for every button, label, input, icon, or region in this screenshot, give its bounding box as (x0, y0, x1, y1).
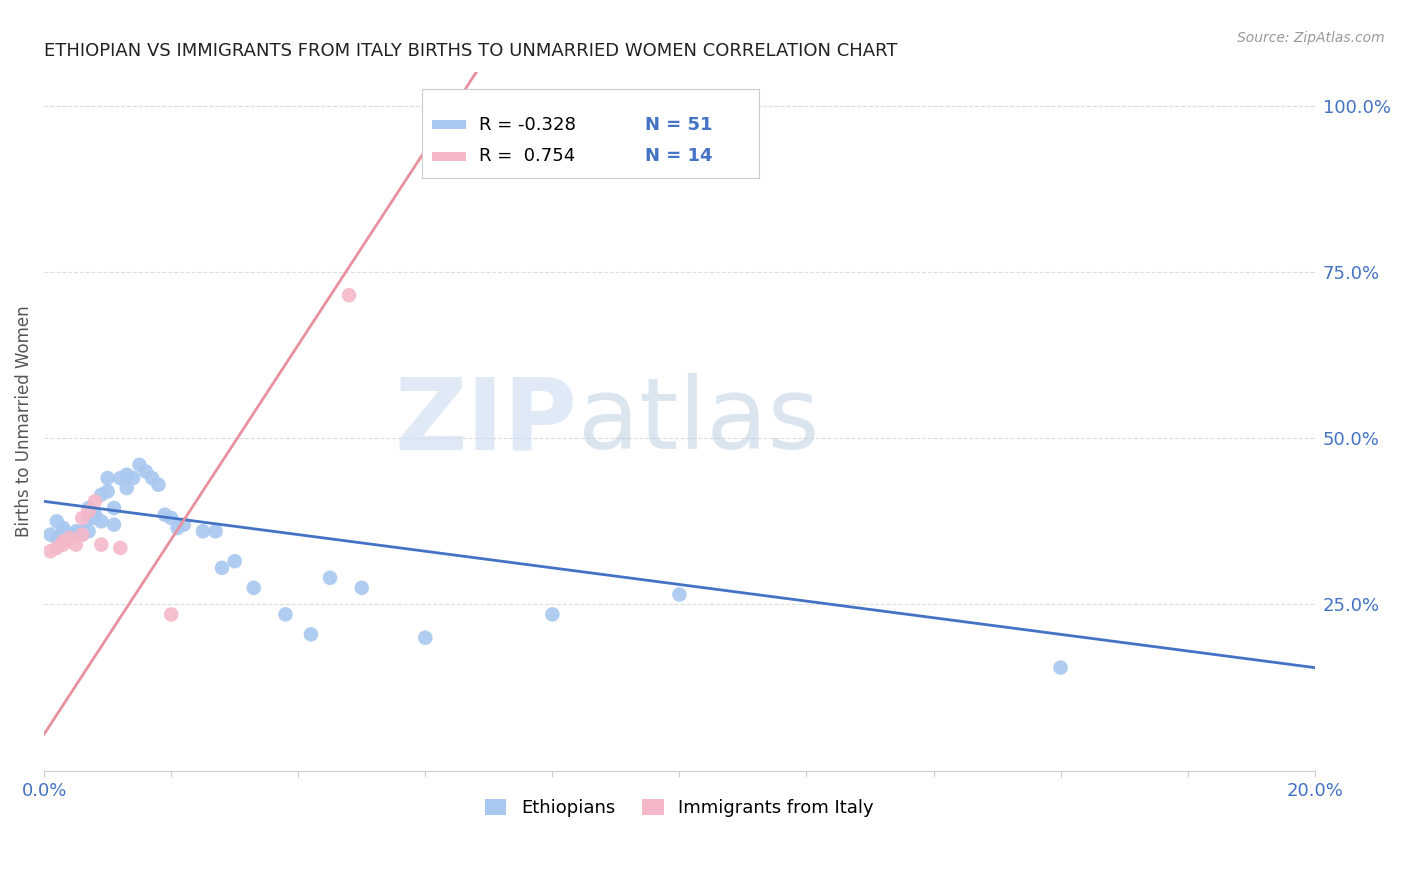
Point (122, 471, 145, 485)
Point (115, 481, 138, 495)
Text: ZIP: ZIP (395, 373, 578, 470)
Point (65, 524, 87, 539)
Point (173, 517, 195, 532)
Point (103, 501, 125, 516)
Point (84, 508, 107, 522)
Point (58, 531, 80, 545)
Point (541, 607, 564, 622)
Legend: Ethiopians, Immigrants from Italy: Ethiopians, Immigrants from Italy (478, 792, 882, 824)
Point (242, 581, 264, 595)
Point (84, 511, 107, 525)
Point (128, 458, 150, 472)
Point (191, 524, 214, 539)
Point (52, 534, 75, 549)
Point (90, 488, 112, 502)
Point (77, 504, 100, 518)
Point (110, 541, 132, 555)
Text: Source: ZipAtlas.com: Source: ZipAtlas.com (1237, 31, 1385, 45)
FancyBboxPatch shape (432, 120, 465, 129)
Point (141, 471, 163, 485)
Point (224, 554, 246, 568)
Point (70, 524, 93, 539)
Point (77, 511, 100, 525)
Point (337, 288, 360, 302)
Point (77, 501, 100, 516)
Text: ETHIOPIAN VS IMMIGRANTS FROM ITALY BIRTHS TO UNMARRIED WOMEN CORRELATION CHART: ETHIOPIAN VS IMMIGRANTS FROM ITALY BIRTH… (44, 42, 897, 60)
Point (39, 544, 62, 558)
Point (160, 607, 183, 622)
Point (319, 571, 342, 585)
Point (1049, 660, 1071, 674)
Point (204, 524, 226, 539)
Point (58, 527, 80, 541)
Text: R =  0.754: R = 0.754 (479, 147, 575, 165)
Point (90, 538, 112, 552)
Point (166, 521, 188, 535)
Point (115, 467, 138, 482)
Point (148, 477, 170, 491)
Point (45, 514, 67, 528)
Point (65, 527, 87, 541)
Point (153, 508, 176, 522)
Point (52, 521, 75, 535)
Point (77, 508, 100, 522)
Point (97, 471, 120, 485)
Point (70, 524, 93, 539)
Point (70, 527, 93, 541)
FancyBboxPatch shape (432, 152, 465, 161)
Point (274, 607, 297, 622)
Point (413, 631, 436, 645)
Point (52, 527, 75, 541)
Point (70, 511, 93, 525)
Point (350, 581, 373, 595)
Point (70, 527, 93, 541)
Point (90, 514, 112, 528)
Point (160, 511, 183, 525)
Point (211, 561, 233, 575)
Text: atlas: atlas (578, 373, 820, 470)
Point (97, 484, 120, 499)
Point (65, 538, 87, 552)
Point (65, 527, 87, 541)
Point (299, 627, 322, 641)
Point (52, 524, 75, 539)
Y-axis label: Births to Unmarried Women: Births to Unmarried Women (15, 306, 32, 537)
Point (77, 524, 100, 539)
Point (45, 531, 67, 545)
Text: N = 14: N = 14 (644, 147, 711, 165)
Point (135, 465, 157, 479)
Point (52, 538, 75, 552)
Point (45, 541, 67, 555)
Point (58, 531, 80, 545)
Text: R = -0.328: R = -0.328 (479, 116, 576, 134)
Point (668, 587, 690, 601)
Point (39, 527, 62, 541)
Point (110, 471, 132, 485)
Point (103, 517, 125, 532)
Text: N = 51: N = 51 (644, 116, 711, 134)
Point (84, 494, 107, 508)
